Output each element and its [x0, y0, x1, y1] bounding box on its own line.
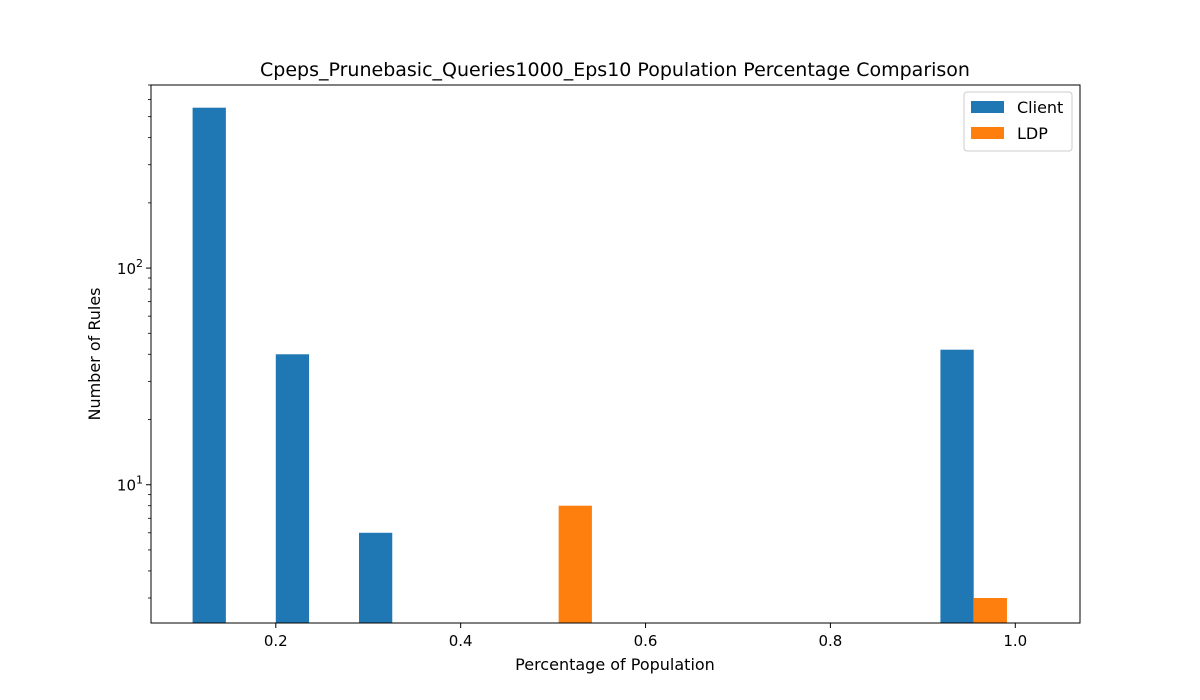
bar-client-2 [358, 532, 393, 623]
bar-client-1 [275, 354, 310, 623]
y-axis-ticks: 101 102 [117, 84, 151, 599]
legend-swatch-client [971, 101, 1004, 113]
y-tick-label: 102 [117, 257, 143, 278]
bar-client-3 [940, 349, 974, 623]
x-tick-label: 0.4 [449, 632, 473, 650]
bar-ldp-1 [973, 598, 1007, 623]
legend: Client LDP [963, 91, 1073, 152]
bar-ldp-0 [558, 505, 592, 623]
x-tick-label: 1.0 [1003, 632, 1027, 650]
y-axis-label: Number of Rules [85, 287, 104, 420]
legend-swatch-ldp [971, 127, 1004, 139]
x-tick-label: 0.2 [264, 632, 288, 650]
x-tick-label: 0.8 [818, 632, 842, 650]
y-tick-label: 101 [117, 474, 143, 495]
legend-label-client: Client [1017, 98, 1063, 117]
x-axis-label: Percentage of Population [515, 655, 715, 674]
legend-label-ldp: LDP [1017, 124, 1048, 143]
bars [192, 107, 1007, 623]
x-tick-label: 0.6 [634, 632, 658, 650]
chart-title: Cpeps_Prunebasic_Queries1000_Eps10 Popul… [260, 59, 970, 81]
x-axis-ticks: 0.2 0.4 0.6 0.8 1.0 [264, 623, 1027, 650]
bar-client-0 [192, 107, 226, 623]
